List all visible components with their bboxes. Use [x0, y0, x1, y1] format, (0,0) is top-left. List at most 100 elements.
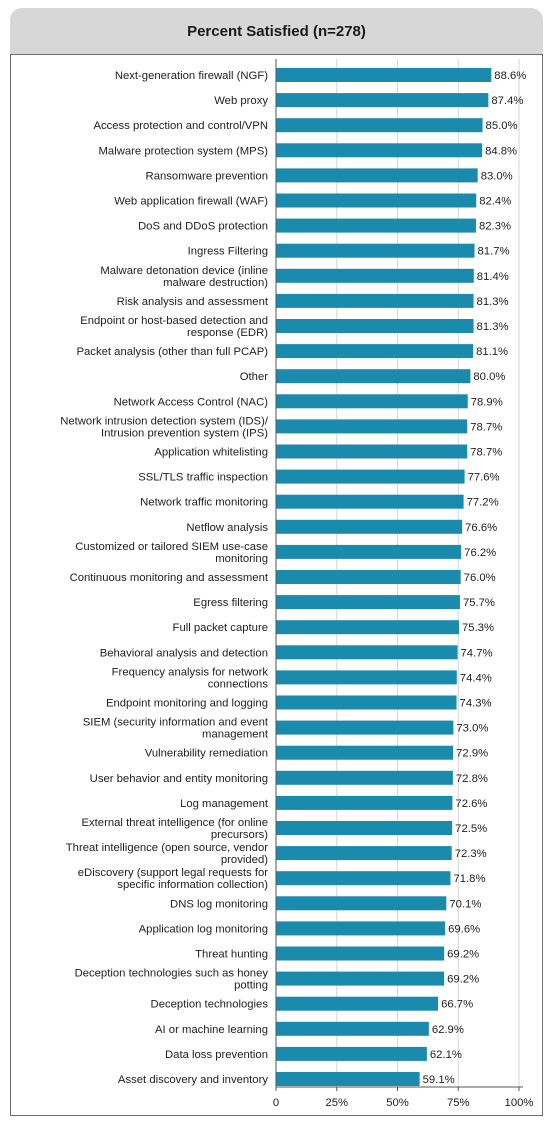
category-label: Application log monitoring	[139, 923, 268, 935]
bar-value-label: 85.0%	[486, 120, 518, 132]
category-label: Log management	[180, 798, 269, 810]
category-label-line: Netflow analysis	[186, 522, 268, 534]
category-label: Other	[240, 371, 268, 383]
bar	[276, 319, 474, 333]
bar	[276, 494, 464, 509]
bar	[276, 1046, 427, 1061]
bar	[276, 896, 447, 911]
bar-value-label: 81.1%	[476, 346, 508, 358]
bar-value-label: 77.2%	[467, 497, 499, 509]
bar-value-label: 72.9%	[456, 748, 488, 760]
bar-value-label: 81.4%	[477, 271, 509, 283]
category-label: Next-generation firewall (NGF)	[115, 70, 268, 82]
category-label: SIEM (security information and event mana…	[83, 717, 269, 741]
bar	[276, 344, 474, 359]
bar	[276, 770, 453, 785]
bar	[276, 519, 463, 534]
bar-value-label: 76.0%	[464, 572, 496, 584]
category-label-line: eDiscovery (support legal requests for	[78, 867, 268, 879]
bar	[276, 745, 454, 760]
bar	[276, 118, 483, 133]
bar-value-label: 76.2%	[464, 547, 496, 559]
bar-value-label: 82.3%	[479, 221, 511, 233]
bar-value-label: 75.7%	[463, 597, 495, 609]
bar-value-label: 81.3%	[477, 296, 509, 308]
chart-frame: 88.6% Next-generation firewall (NGF) 87.4%…	[10, 54, 543, 1116]
category-label-line: Vulnerability remediation	[145, 748, 268, 760]
x-tick-label: 0	[273, 1097, 279, 1109]
category-label-line: management	[202, 729, 269, 741]
category-label: Network Access Control (NAC)	[114, 396, 269, 408]
category-label-line: Deception technologies such as honey	[75, 968, 269, 980]
bar-value-label: 74.7%	[461, 647, 493, 659]
category-label: Asset discovery and inventory	[118, 1074, 268, 1086]
bar	[276, 871, 451, 886]
category-label-line: Behavioral analysis and detection	[100, 647, 268, 659]
category-label-line: Application whitelisting	[154, 447, 268, 459]
bar-value-label: 73.0%	[456, 723, 488, 735]
bar-value-label: 59.1%	[423, 1074, 455, 1086]
category-label-line: Ingress Filtering	[188, 246, 268, 258]
bar-value-label: 81.7%	[478, 246, 510, 258]
bar-value-label: 71.8%	[453, 873, 485, 885]
category-label: Threat intelligence (open source, vendor…	[66, 842, 268, 866]
bar-value-label: 62.1%	[430, 1049, 462, 1061]
bar	[276, 268, 474, 283]
x-tick-label: 25%	[325, 1097, 348, 1109]
bar	[276, 795, 453, 810]
category-label-line: Egress filtering	[193, 597, 268, 609]
bar-value-label: 69.2%	[447, 949, 479, 961]
category-label: Packet analysis (other than full PCAP)	[76, 346, 268, 358]
category-label-line: Malware detonation device (inline	[100, 265, 268, 277]
category-label-line: Frequency analysis for network	[112, 666, 269, 678]
category-label-line: specific information collection)	[117, 879, 268, 891]
category-label: External threat intelligence (for online…	[81, 817, 268, 841]
bar	[276, 971, 445, 986]
category-label: Web proxy	[214, 95, 268, 107]
category-label-line: precursors)	[211, 829, 268, 841]
category-label-line: External threat intelligence (for online	[81, 817, 268, 829]
category-label: Vulnerability remediation	[145, 748, 268, 760]
bar	[276, 695, 457, 710]
category-label-line: Malware protection system (MPS)	[99, 145, 269, 157]
x-tick-label: 100%	[505, 1097, 534, 1109]
category-label: Ransomware prevention	[146, 170, 268, 182]
category-label-line: connections	[208, 678, 269, 690]
category-label-line: Endpoint monitoring and logging	[106, 698, 268, 710]
bar-value-label: 74.3%	[460, 698, 492, 710]
bar	[276, 544, 462, 559]
category-label-line: Other	[240, 371, 268, 383]
bar	[276, 419, 468, 434]
bar-value-label: 82.4%	[479, 196, 511, 208]
category-label-line: Next-generation firewall (NGF)	[115, 70, 268, 82]
bar-value-label: 66.7%	[441, 999, 473, 1011]
category-label: Threat hunting	[195, 949, 268, 961]
category-label: Endpoint or host-based detection and resp…	[80, 315, 268, 339]
category-label-line: Intrusion prevention system (IPS)	[101, 427, 268, 439]
category-label: Frequency analysis for network connection…	[112, 666, 269, 690]
bar	[276, 921, 446, 936]
bar	[276, 645, 458, 660]
bar	[276, 93, 489, 108]
bar-value-label: 78.7%	[470, 421, 502, 433]
category-label: Endpoint monitoring and logging	[106, 698, 268, 710]
bar-value-label: 72.5%	[455, 823, 487, 835]
category-label-line: malware destruction)	[163, 277, 268, 289]
category-label-line: Web application firewall (WAF)	[114, 196, 268, 208]
bar	[276, 243, 475, 258]
bar	[276, 218, 476, 233]
bar	[276, 293, 474, 308]
bar	[276, 1021, 429, 1036]
category-label-line: Network Access Control (NAC)	[114, 396, 269, 408]
bar	[276, 821, 453, 835]
category-label: Application whitelisting	[154, 447, 268, 459]
bar-value-label: 78.9%	[471, 396, 503, 408]
category-label-line: Continuous monitoring and assessment	[70, 572, 269, 584]
category-label: Behavioral analysis and detection	[100, 647, 268, 659]
bar	[276, 946, 445, 961]
bar-value-label: 72.3%	[455, 848, 487, 860]
category-label: SSL/TLS traffic inspection	[138, 472, 268, 484]
category-label-line: response (EDR)	[187, 327, 268, 339]
bar	[276, 1072, 420, 1086]
bar-value-label: 83.0%	[481, 170, 513, 182]
